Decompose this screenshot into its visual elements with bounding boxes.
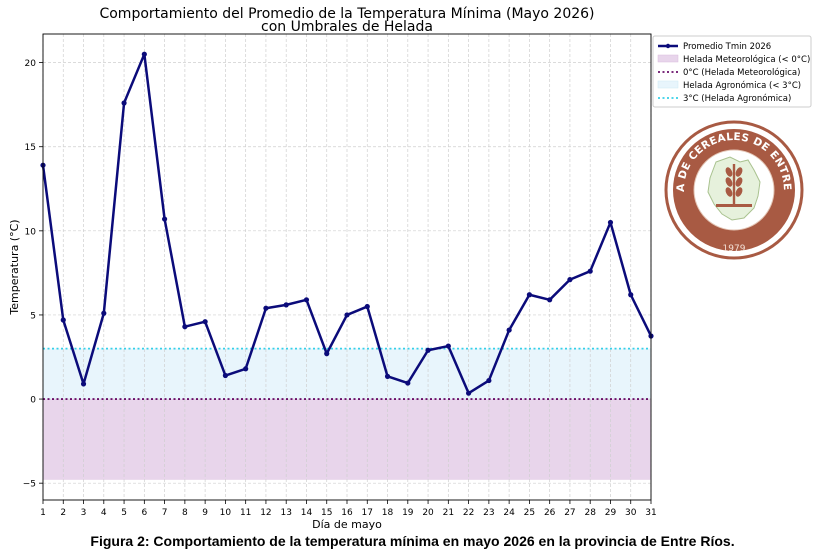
chart-subtitle: con Umbrales de Helada bbox=[261, 19, 433, 35]
x-tick-label: 18 bbox=[382, 508, 394, 518]
x-tick-label: 17 bbox=[362, 508, 373, 518]
y-tick-label: 5 bbox=[30, 311, 36, 321]
x-tick-label: 3 bbox=[81, 508, 87, 518]
legend-box bbox=[652, 35, 812, 108]
x-tick-label: 28 bbox=[584, 508, 596, 518]
plot-area: 1 2 3 4 5 6 7 8 9 10 11 12 13 14 15 16 17 18 19 20 21 22 23 24 2… bbox=[23, 33, 657, 518]
x-tick-label: 21 bbox=[443, 508, 454, 518]
x-tick-label: 16 bbox=[341, 508, 353, 518]
x-tick-label: 6 bbox=[141, 508, 147, 518]
data-point bbox=[506, 327, 512, 333]
data-point bbox=[182, 324, 188, 330]
x-tick-label: 27 bbox=[564, 508, 575, 518]
data-point bbox=[466, 390, 472, 396]
legend-label-zero-line: 0°C (Helada Meteorológica) bbox=[683, 67, 800, 78]
data-point bbox=[526, 292, 533, 298]
x-tick-label: 4 bbox=[101, 508, 107, 518]
data-point bbox=[101, 310, 107, 316]
data-point bbox=[364, 303, 370, 310]
x-tick-label: 14 bbox=[301, 508, 313, 518]
y-axis-label: Temperatura (°C) bbox=[8, 219, 21, 315]
y-tick-label: 15 bbox=[25, 143, 36, 153]
x-tick-label: 25 bbox=[524, 508, 535, 518]
data-point bbox=[628, 292, 634, 298]
x-tick-label: 10 bbox=[220, 508, 232, 518]
data-point bbox=[324, 351, 330, 357]
x-tick-label: 15 bbox=[321, 508, 332, 518]
data-point bbox=[121, 100, 127, 106]
x-tick-label: 20 bbox=[422, 508, 434, 518]
legend-label-met-band: Helada Meteorológica (< 0°C) bbox=[683, 54, 810, 65]
x-tick-label: 26 bbox=[544, 508, 556, 518]
x-tick-label: 5 bbox=[121, 508, 127, 518]
x-tick-label: 23 bbox=[483, 508, 494, 518]
data-point bbox=[162, 216, 168, 222]
legend: Promedio Tmin 2026 Helada Meteorológica … bbox=[652, 35, 812, 108]
chart-title: Comportamiento del Promedio de la Temper… bbox=[99, 6, 594, 22]
data-point bbox=[587, 268, 593, 274]
x-tick-label: 22 bbox=[463, 508, 474, 518]
legend-label-agro-band: Helada Agronómica (< 3°C) bbox=[683, 80, 801, 91]
data-point bbox=[303, 297, 310, 303]
logo-year-text: 1979 bbox=[723, 244, 746, 254]
data-point bbox=[283, 302, 289, 308]
y-tick-label: −5 bbox=[23, 480, 36, 490]
wheat-icon bbox=[716, 164, 752, 207]
data-point bbox=[445, 343, 451, 349]
x-tick-label: 24 bbox=[503, 508, 515, 518]
x-tick-label: 8 bbox=[182, 508, 188, 518]
x-tick-label: 19 bbox=[402, 508, 414, 518]
legend-swatch-met-band bbox=[657, 54, 679, 63]
data-point bbox=[486, 377, 492, 384]
legend-swatch-agro-band bbox=[657, 80, 679, 89]
data-point bbox=[405, 380, 411, 386]
x-tick-label: 30 bbox=[625, 508, 637, 518]
data-point bbox=[344, 312, 350, 318]
data-point bbox=[222, 372, 228, 379]
data-point bbox=[425, 347, 431, 353]
x-tick-label: 11 bbox=[240, 508, 251, 518]
legend-marker-series bbox=[665, 43, 671, 49]
x-axis-label: Día de mayo bbox=[312, 518, 382, 531]
x-tick-label: 1 bbox=[40, 508, 46, 518]
data-point bbox=[60, 317, 66, 323]
y-tick-label: 20 bbox=[25, 59, 37, 69]
data-point bbox=[567, 277, 573, 283]
legend-label-three-line: 3°C (Helada Agronómica) bbox=[683, 93, 791, 104]
x-tick-label: 2 bbox=[60, 508, 66, 518]
x-tick-label: 13 bbox=[280, 508, 291, 518]
x-tick-label: 29 bbox=[605, 508, 617, 518]
data-point bbox=[80, 381, 87, 387]
x-tick-label: 9 bbox=[202, 508, 208, 518]
logo-seal: BOLSA DE CEREALES DE ENTRE RÍOS 1979 bbox=[664, 120, 804, 260]
data-point bbox=[263, 305, 269, 311]
x-tick-label: 7 bbox=[162, 508, 168, 518]
x-tick-label: 12 bbox=[260, 508, 271, 518]
legend-label-series: Promedio Tmin 2026 bbox=[683, 42, 771, 52]
figure-caption: Figura 2: Comportamiento de la temperatu… bbox=[90, 533, 735, 549]
y-tick-label: 0 bbox=[30, 396, 36, 406]
data-point bbox=[243, 366, 249, 372]
data-point bbox=[384, 373, 391, 379]
x-tick-label: 31 bbox=[645, 508, 656, 518]
data-point bbox=[202, 319, 208, 325]
data-point bbox=[141, 51, 147, 57]
data-point bbox=[607, 219, 614, 226]
y-tick-label: 10 bbox=[25, 227, 37, 237]
data-point bbox=[547, 297, 553, 303]
